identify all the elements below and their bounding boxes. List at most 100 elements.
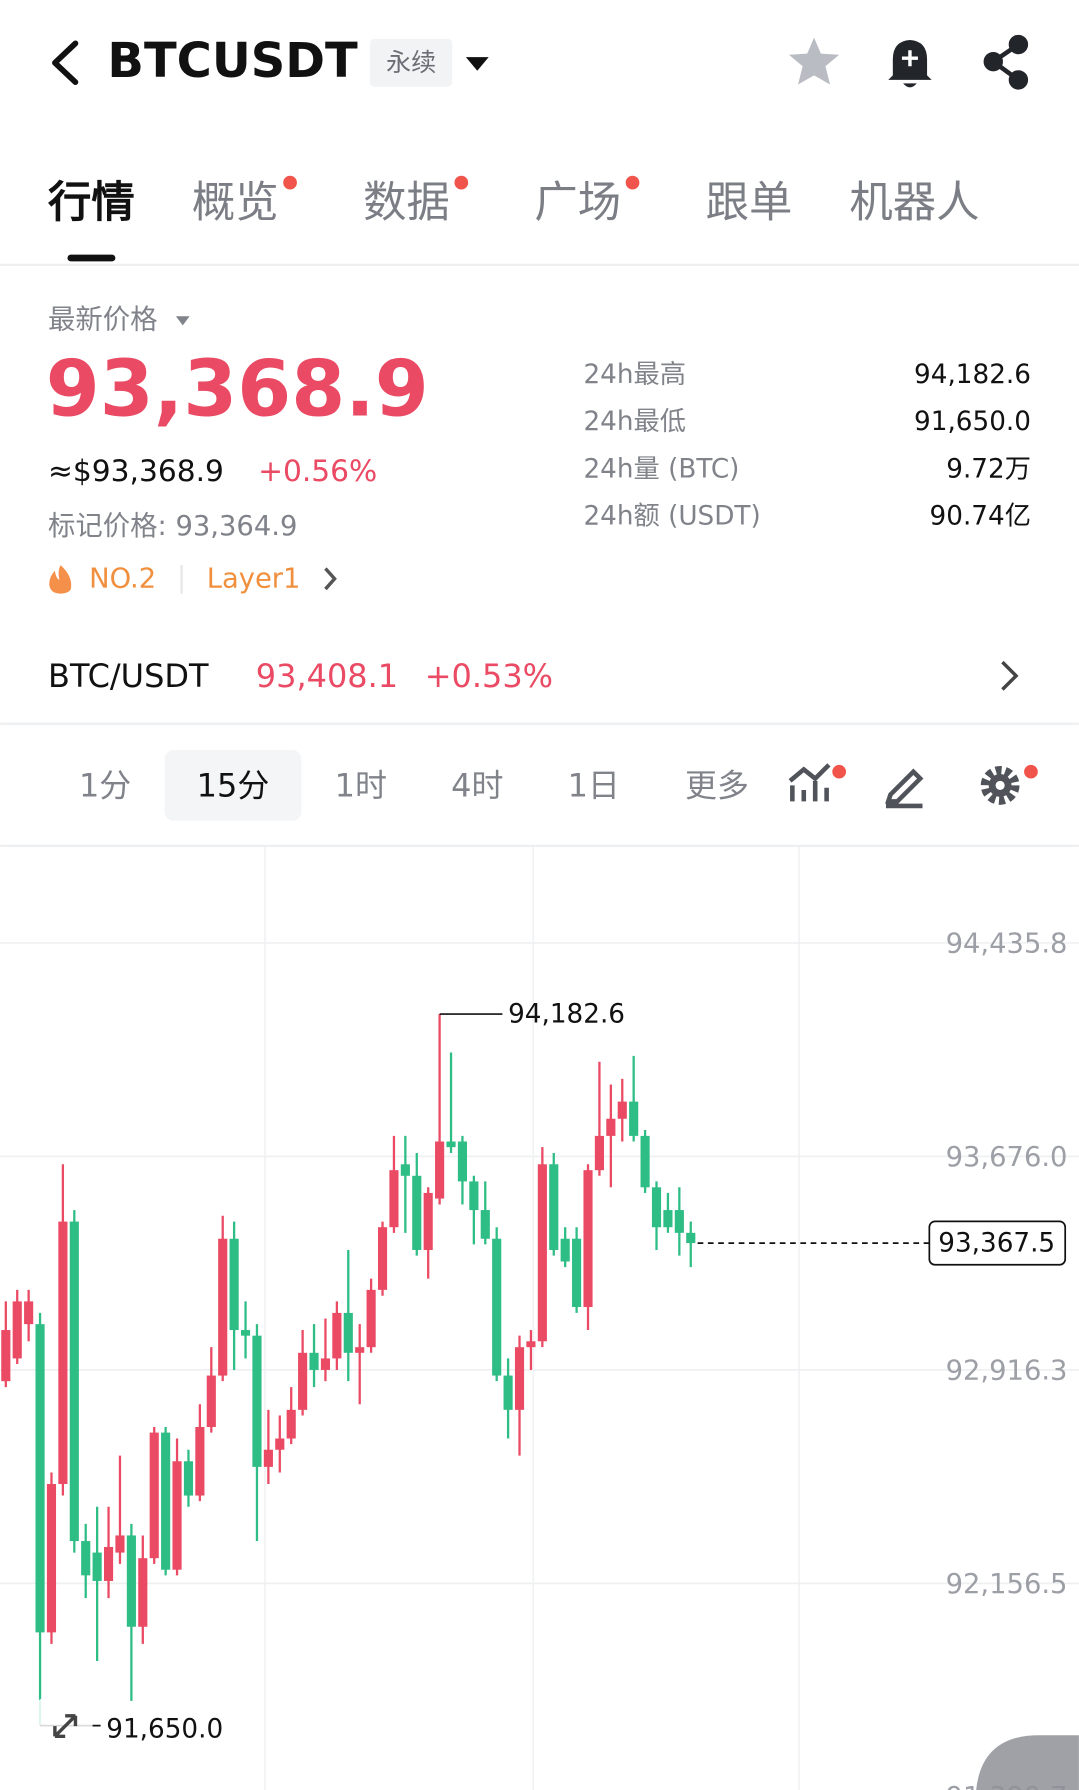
high-label: 94,182.6 bbox=[508, 1000, 625, 1030]
last-price: 93,368.9 bbox=[46, 344, 429, 434]
interval-selected bbox=[164, 750, 302, 821]
candle-body bbox=[629, 1101, 639, 1136]
y-tick-label: 94,435.8 bbox=[946, 929, 1068, 960]
candle-body bbox=[126, 1535, 136, 1627]
pair-title[interactable]: BTCUSDT bbox=[107, 34, 358, 89]
candle-body bbox=[492, 1238, 502, 1376]
candle-body bbox=[12, 1301, 22, 1359]
candle-body bbox=[218, 1238, 228, 1376]
share-icon[interactable] bbox=[983, 34, 1029, 90]
candle-body bbox=[560, 1238, 570, 1262]
stat-label: 24h量 (BTC) bbox=[583, 454, 739, 484]
candle-body bbox=[172, 1461, 182, 1570]
stat-value: 9.72万 bbox=[946, 454, 1031, 484]
interval-bar: 1分 15分 1时 4时 1日 更多 bbox=[79, 750, 749, 821]
candle-body bbox=[651, 1187, 662, 1228]
interval[interactable]: 1时 bbox=[335, 767, 387, 805]
floating-button[interactable] bbox=[976, 1735, 1079, 1790]
candle-body bbox=[503, 1375, 513, 1410]
interval[interactable]: 15分 bbox=[197, 767, 270, 805]
candle-body bbox=[320, 1358, 331, 1370]
chevron[interactable] bbox=[324, 567, 337, 591]
interval[interactable]: 1日 bbox=[568, 767, 620, 805]
candle-body bbox=[355, 1347, 365, 1353]
candle-body bbox=[640, 1135, 650, 1188]
candle-body bbox=[298, 1352, 308, 1410]
badge: 永续 bbox=[386, 48, 436, 77]
candle-body bbox=[275, 1438, 285, 1450]
spot-change: +0.53% bbox=[425, 657, 553, 695]
expand-button[interactable] bbox=[37, 1698, 93, 1752]
candle-body bbox=[480, 1210, 490, 1239]
candle-body bbox=[92, 1552, 102, 1581]
candle-body bbox=[537, 1164, 547, 1342]
candle-body bbox=[457, 1141, 468, 1182]
candle-body bbox=[423, 1192, 433, 1250]
indicator-icon[interactable] bbox=[788, 763, 831, 802]
dropdown[interactable] bbox=[465, 57, 489, 71]
candle-body bbox=[366, 1289, 376, 1348]
candle-body bbox=[240, 1330, 251, 1336]
draw-icon[interactable] bbox=[885, 768, 924, 809]
candle-body bbox=[606, 1118, 616, 1136]
rank[interactable]: NO.2 bbox=[89, 563, 156, 594]
candle-body bbox=[195, 1426, 205, 1496]
tab-dot bbox=[625, 175, 640, 190]
chevron[interactable] bbox=[1001, 660, 1019, 691]
interval[interactable]: 更多 bbox=[685, 767, 749, 805]
candle-body bbox=[286, 1409, 296, 1439]
candle-body bbox=[81, 1541, 91, 1576]
candle-body bbox=[46, 1484, 57, 1633]
back-button[interactable] bbox=[52, 40, 79, 86]
candle-body bbox=[103, 1546, 114, 1581]
candle-body bbox=[69, 1221, 79, 1542]
low-label: 91,650.0 bbox=[106, 1715, 223, 1745]
candle-body bbox=[138, 1558, 148, 1627]
stat-label: 24h最低 bbox=[583, 407, 686, 437]
price-change: +0.56% bbox=[258, 453, 377, 488]
candle-body bbox=[58, 1221, 68, 1485]
candle-body bbox=[617, 1101, 627, 1119]
tab[interactable]: 行情 bbox=[48, 178, 135, 228]
tab[interactable]: 机器人 bbox=[849, 178, 979, 228]
stat-value: 90.74亿 bbox=[930, 502, 1031, 532]
candle-body bbox=[514, 1347, 525, 1410]
y-tick-label: 93,676.0 bbox=[946, 1142, 1068, 1173]
current-price-box bbox=[928, 1220, 1067, 1266]
settings-icon[interactable] bbox=[980, 766, 1020, 805]
y-tick-label: 92,156.5 bbox=[946, 1569, 1068, 1600]
candle-body bbox=[332, 1312, 342, 1359]
candle-body bbox=[24, 1301, 34, 1325]
tab[interactable]: 跟单 bbox=[706, 178, 793, 228]
alert-plus bbox=[901, 50, 918, 67]
price-label[interactable]: 最新价格 bbox=[48, 304, 158, 335]
candle-body bbox=[446, 1141, 456, 1148]
tab[interactable]: 广场 bbox=[534, 178, 621, 228]
tab-dot bbox=[454, 175, 469, 190]
tab[interactable]: 概览 bbox=[192, 178, 279, 228]
y-tick-label: 92,916.3 bbox=[946, 1356, 1068, 1387]
candle-body bbox=[594, 1135, 604, 1171]
candle-body bbox=[252, 1335, 262, 1467]
dot bbox=[1024, 764, 1038, 779]
mark-price: 标记价格: 93,364.9 bbox=[48, 511, 297, 542]
tab-dot bbox=[283, 175, 297, 190]
spot-price: 93,408.1 bbox=[256, 657, 398, 695]
candle-body bbox=[149, 1432, 159, 1559]
tag[interactable]: Layer1 bbox=[207, 563, 301, 594]
candlestick-chart: 94,435.893,676.092,916.392,156.591,399.7… bbox=[0, 929, 1079, 1790]
candle-body bbox=[583, 1170, 593, 1308]
spot-pair[interactable]: BTC/USDT bbox=[48, 657, 209, 695]
tab[interactable]: 数据 bbox=[363, 178, 450, 228]
price-label-caret bbox=[175, 316, 190, 326]
favorite-icon[interactable] bbox=[788, 37, 840, 85]
interval[interactable]: 1分 bbox=[79, 767, 131, 805]
interval[interactable]: 4时 bbox=[451, 767, 503, 805]
dot bbox=[832, 764, 847, 779]
stat-label: 24h额 (USDT) bbox=[583, 502, 760, 532]
candle-body bbox=[377, 1227, 388, 1290]
tab-underline bbox=[67, 254, 116, 262]
candle-body bbox=[412, 1175, 422, 1250]
